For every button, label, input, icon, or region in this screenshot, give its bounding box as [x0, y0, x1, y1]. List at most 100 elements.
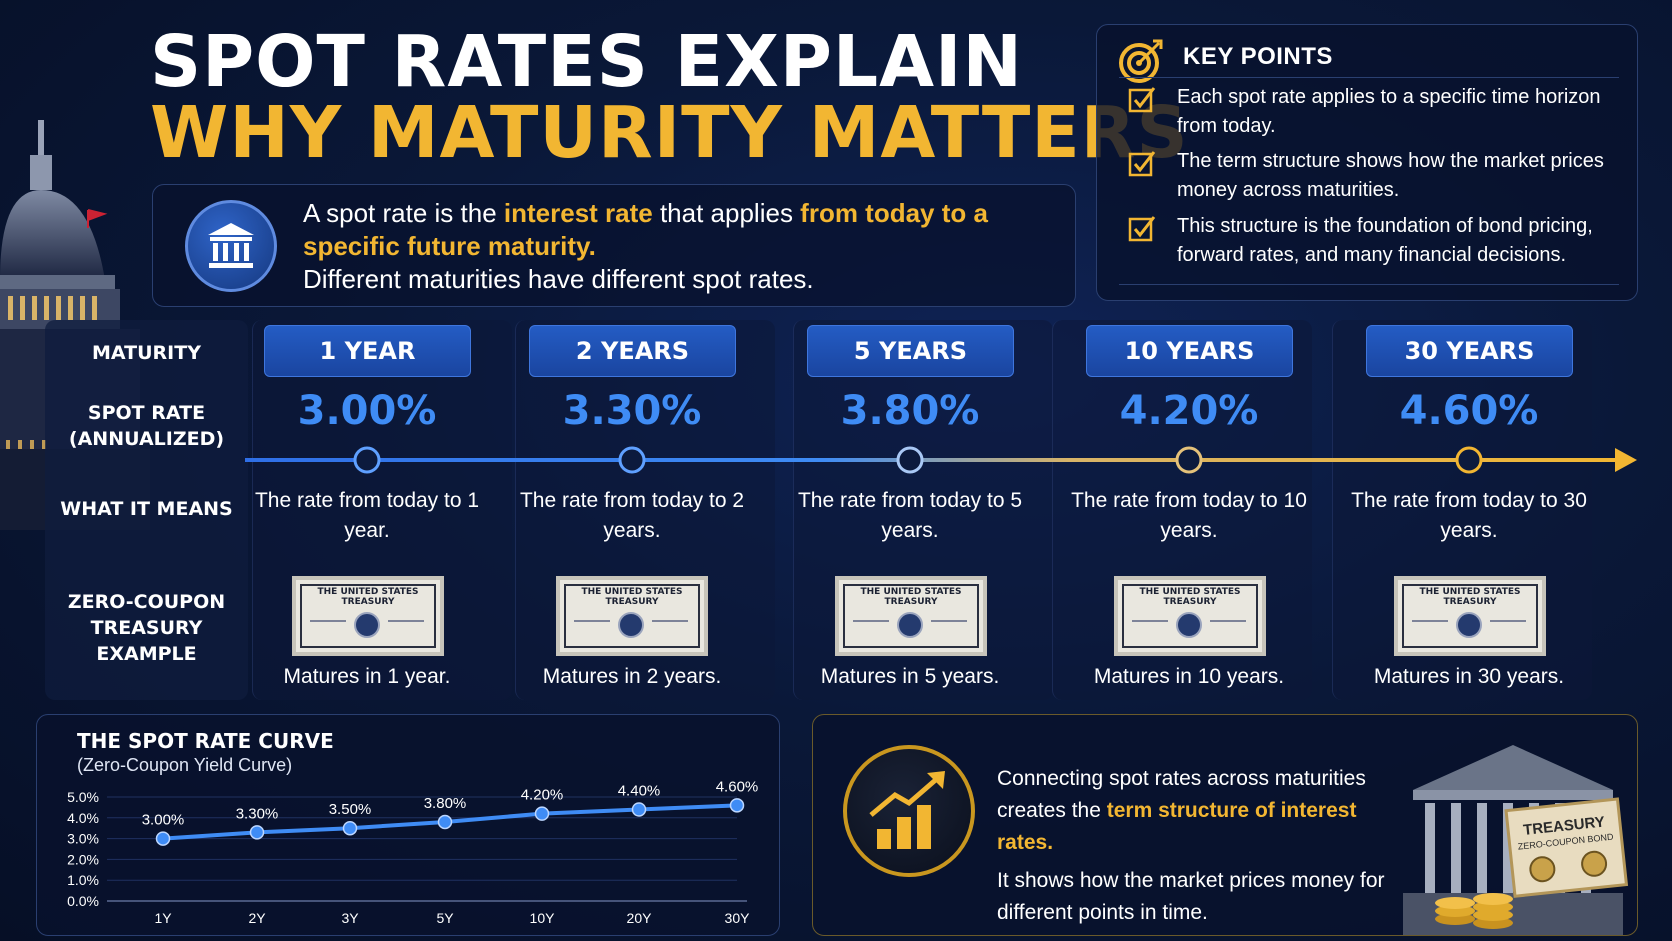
data-point	[155, 831, 171, 846]
key-point-item: The term structure shows how the market …	[1127, 147, 1627, 205]
rate-meaning-2y: The rate from today to 2 years.	[519, 489, 745, 542]
y-tick-label: 1.0%	[67, 872, 99, 888]
bond-title: THE UNITED STATES TREASURY	[1139, 587, 1241, 607]
treasury-bond-image: THE UNITED STATES TREASURY	[556, 576, 708, 656]
data-label: 3.30%	[236, 805, 279, 822]
bank-icon	[185, 200, 277, 292]
checkbox-checked-icon	[1128, 151, 1156, 177]
definition-line3: Different maturities have different spot…	[303, 264, 814, 294]
seal-icon	[1176, 612, 1202, 638]
term-structure-panel: Connecting spot rates across maturities …	[812, 714, 1638, 936]
x-tick-label: 20Y	[627, 910, 653, 926]
matures-text-10y: Matures in 10 years.	[1093, 665, 1285, 688]
checkbox-checked-icon	[1128, 87, 1156, 113]
data-label: 3.00%	[142, 812, 185, 829]
treasury-bond-image: THE UNITED STATES TREASURY	[1394, 576, 1546, 656]
matures-text-30y: Matures in 30 years.	[1373, 665, 1565, 688]
page-title-line1: SPOT RATES EXPLAIN	[150, 20, 1023, 103]
growth-chart-icon	[843, 745, 975, 877]
spot-rate-5y: 3.80%	[840, 388, 980, 434]
y-tick-label: 0.0%	[67, 893, 99, 909]
bond-title: THE UNITED STATES TREASURY	[1419, 587, 1521, 607]
rate-meaning-5y: The rate from today to 5 years.	[797, 489, 1023, 542]
matures-text-1y: Matures in 1 year.	[283, 665, 451, 688]
seal-icon	[354, 612, 380, 638]
y-tick-label: 2.0%	[67, 851, 99, 867]
key-points-title: KEY POINTS	[1183, 43, 1333, 70]
maturity-header-1y: 1 YEAR	[264, 325, 471, 377]
spot-rate-30y: 4.60%	[1399, 388, 1539, 434]
data-point	[437, 814, 453, 830]
data-point	[534, 806, 550, 821]
connect-highlight: term structure of interest rates.	[997, 799, 1357, 854]
rate-meaning-1y: The rate from today to 1 year.	[254, 489, 480, 542]
data-label: 3.80%	[424, 795, 467, 812]
timeline-node	[353, 446, 381, 474]
key-points-panel: KEY POINTS Each spot rate applies to a s…	[1096, 24, 1638, 301]
target-icon	[1119, 39, 1163, 83]
treasury-bond-image: THE UNITED STATES TREASURY	[292, 576, 444, 656]
bond-title: THE UNITED STATES TREASURY	[860, 587, 962, 607]
data-label: 4.20%	[521, 787, 564, 804]
key-point-item: This structure is the foundation of bond…	[1127, 212, 1627, 270]
rate-meaning-10y: The rate from today to 10 years.	[1071, 489, 1307, 542]
definition-part2: that applies	[652, 198, 801, 228]
connect-line1: Connecting spot rates across maturities …	[997, 767, 1366, 822]
checkbox-checked-icon	[1128, 216, 1156, 242]
x-tick-label: 10Y	[530, 910, 556, 926]
maturity-timeline	[245, 446, 1637, 474]
seal-icon	[618, 612, 644, 638]
definition-highlight2: from today to a specific future maturity…	[303, 198, 988, 261]
maturity-header-5y: 5 YEARS	[807, 325, 1014, 377]
rate-meaning-30y: The rate from today to 30 years.	[1351, 489, 1587, 542]
treasury-bond-image: THE UNITED STATES TREASURY	[835, 576, 987, 656]
curve-subtitle: (Zero-Coupon Yield Curve)	[77, 755, 293, 775]
data-label: 4.60%	[716, 778, 759, 795]
bond-title: THE UNITED STATES TREASURY	[317, 587, 419, 607]
row-label-what-it-means: WHAT IT MEANS	[60, 498, 233, 520]
gold-coins-icon	[1435, 893, 1513, 929]
term-structure-text: Connecting spot rates across maturities …	[997, 763, 1417, 929]
spot-rate-curve-chart: 0.0% 1.0% 2.0% 3.0% 4.0% 5.0% 3.00% 1Y 3.30% 2Y 3.…	[67, 778, 759, 926]
definition-part1: A spot rate is the	[303, 198, 504, 228]
timeline-node	[618, 446, 646, 474]
definition-text: A spot rate is the interest rate that ap…	[303, 197, 1063, 296]
key-points-divider-bottom	[1119, 284, 1619, 285]
connect-line2: It shows how the market prices money for…	[997, 869, 1385, 924]
y-tick-label: 3.0%	[67, 831, 99, 847]
seal-icon	[897, 612, 923, 638]
x-tick-label: 30Y	[725, 910, 751, 926]
row-label-spot-rate: SPOT RATE (ANNUALIZED)	[68, 402, 225, 450]
row-labels-panel	[45, 320, 248, 700]
treasury-bond-image: THE UNITED STATES TREASURY	[1114, 576, 1266, 656]
seal-icon	[1456, 612, 1482, 638]
x-tick-label: 1Y	[154, 910, 172, 926]
data-point	[249, 825, 265, 840]
key-point-text: This structure is the foundation of bond…	[1177, 215, 1593, 266]
matures-text-5y: Matures in 5 years.	[820, 665, 1000, 688]
data-point	[729, 798, 745, 813]
matures-text-2y: Matures in 2 years.	[542, 665, 722, 688]
maturity-header-2y: 2 YEARS	[529, 325, 736, 377]
definition-box: A spot rate is the interest rate that ap…	[152, 184, 1076, 307]
timeline-arrowhead	[1615, 448, 1637, 472]
definition-highlight1: interest rate	[503, 198, 653, 228]
data-label: 4.40%	[618, 782, 661, 799]
spot-rate-10y: 4.20%	[1119, 388, 1259, 434]
data-point	[631, 802, 647, 817]
x-tick-label: 5Y	[436, 910, 454, 926]
page-title-line2: WHY MATURITY MATTERS	[150, 91, 1189, 174]
key-points-divider	[1119, 77, 1619, 78]
timeline-node	[1455, 446, 1483, 474]
y-tick-label: 5.0%	[67, 789, 99, 805]
row-label-maturity: MATURITY	[92, 342, 201, 364]
spot-rate-2y: 3.30%	[562, 388, 702, 434]
spot-rate-curve-panel: 0.0% 1.0% 2.0% 3.0% 4.0% 5.0% 3.00% 1Y 3.30% 2Y 3.…	[36, 714, 780, 936]
spot-rate-1y: 3.00%	[297, 388, 437, 434]
maturity-header-10y: 10 YEARS	[1086, 325, 1293, 377]
key-point-item: Each spot rate applies to a specific tim…	[1127, 83, 1627, 141]
treasury-building-image: TREASURY ZERO-COUPON BOND	[1403, 745, 1629, 935]
bond-title: THE UNITED STATES TREASURY	[581, 587, 683, 607]
timeline-node	[1175, 446, 1203, 474]
row-label-example: ZERO-COUPON TREASURY EXAMPLE	[67, 591, 226, 665]
